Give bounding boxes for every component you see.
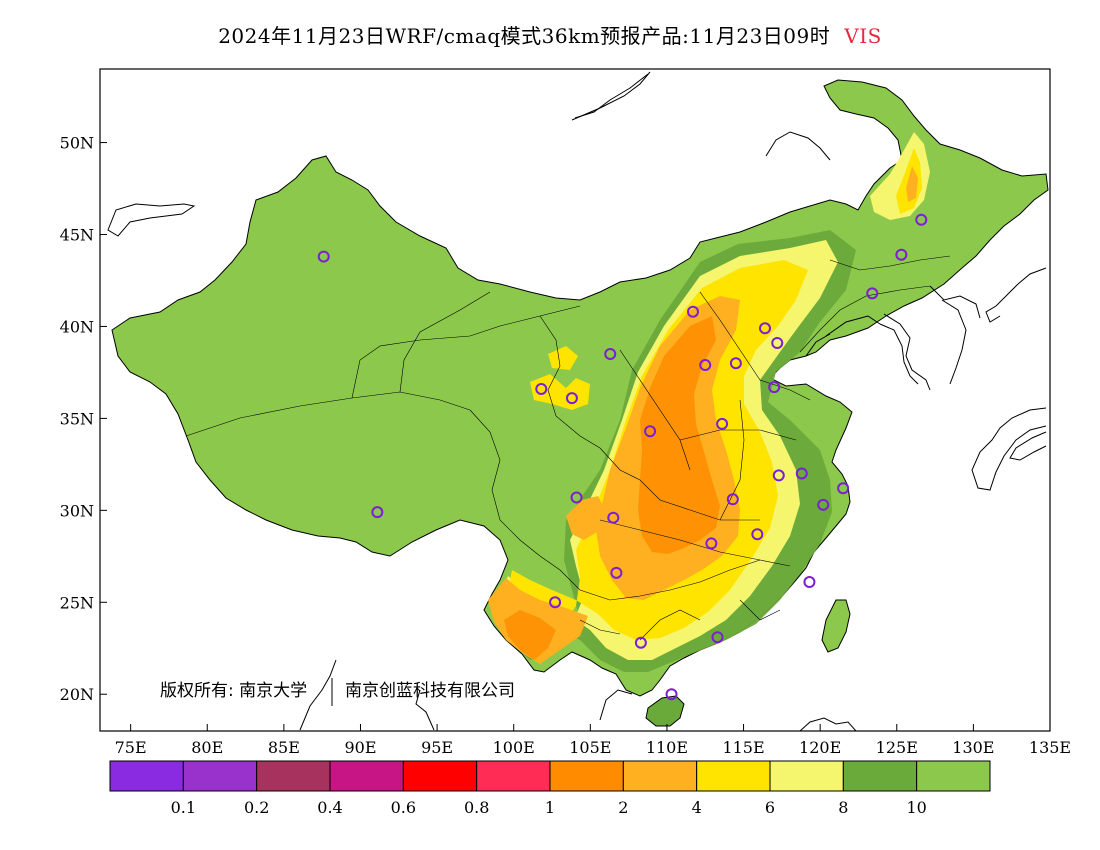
taiwan-island [821,599,851,653]
colorbar-label: 4 [692,798,702,817]
copyright-owner: 版权所有: 南京大学 [160,681,307,701]
station-marker [803,576,816,589]
colorbar-label: 6 [765,798,775,817]
province-boundaries [185,255,951,641]
colorbar-label: 0.1 [171,798,196,817]
colorbar-label: 2 [618,798,628,817]
band-2-to-4-sichuan [566,496,606,540]
lon-tick-label: 95E [421,738,453,757]
colorbar-swatch [256,760,331,792]
station-marker [817,498,830,511]
colorbar: 0.1 0.2 0.4 0.6 0.8 1 2 4 6 8 10 [109,760,991,817]
variable-label: VIS [844,24,882,48]
lon-tick-label: 110E [646,738,688,757]
band-4-to-6-ningxia [548,346,578,370]
copyright-partner: 南京创蓝科技有限公司 [345,681,515,701]
map-frame [99,68,1051,732]
station-marker [837,482,850,495]
station-marker [371,506,384,519]
station-marker [610,566,623,579]
lat-tick-label: 35N [60,409,94,428]
colorbar-swatch [622,760,698,792]
station-marker [795,467,808,480]
latitude-axis: 50N 45N 40N 35N 30N 25N 20N [60,134,107,704]
colorbar-swatch [549,760,624,792]
map-title: 2024年11月23日WRF/cmaq模式36km预报产品:11月23日09时 V… [0,20,1100,49]
lat-tick-label: 20N [60,685,94,704]
colorbar-swatch [916,760,991,792]
station-marker [768,381,781,394]
colorbar-swatch [182,760,258,792]
band-1-to-2 [638,316,720,554]
colorbar-swatch [696,760,771,792]
band-4-to-6-qinghai [530,374,590,410]
station-marker [699,359,712,372]
map-content [111,79,1049,727]
station-marker [604,348,617,361]
station-marker [607,511,620,524]
station-marker [570,491,583,504]
lon-tick-label: 115E [722,738,764,757]
colorbar-label: 0.4 [317,798,342,817]
station-marker [535,382,548,395]
lon-tick-label: 90E [344,738,376,757]
neighbour-coastlines [107,71,1047,731]
colorbar-label: 10 [906,798,926,817]
station-marker [729,357,742,370]
lat-tick-label: 50N [60,134,94,153]
colorbar-swatch [476,760,551,792]
colorbar-label: 8 [838,798,848,817]
colorbar-label: 0.2 [244,798,269,817]
colorbar-label: 1 [545,798,555,817]
colorbar-swatch [329,760,404,792]
station-marker [915,213,928,226]
lat-tick-label: 30N [60,501,94,520]
lat-tick-label: 40N [60,317,94,336]
lon-tick-label: 85E [268,738,300,757]
stations-layer [317,213,928,701]
station-marker [866,287,879,300]
colorbar-swatch [402,760,478,792]
lon-tick-label: 105E [569,738,611,757]
station-marker [565,392,578,405]
longitude-axis: 75E 80E 85E 90E 95E 100E 105E 110E 115E 120E 125E 1… [115,724,1071,757]
lon-tick-label: 135E [1029,738,1071,757]
lon-tick-label: 130E [952,738,994,757]
station-marker [549,596,562,609]
colorbar-label: 0.6 [391,798,416,817]
station-marker [726,493,739,506]
colorbar-swatch [769,760,844,792]
station-marker [771,336,784,349]
lat-tick-label: 45N [60,226,94,245]
station-marker [895,248,908,261]
lon-tick-label: 80E [191,738,223,757]
station-marker [644,425,657,438]
station-marker [634,636,647,649]
station-marker [686,305,699,318]
station-marker [716,417,729,430]
lon-tick-label: 75E [115,738,147,757]
colorbar-label: 0.8 [464,798,489,817]
band-2-to-4-northeast [906,166,918,202]
station-marker [317,250,330,263]
korea-outline [879,323,919,385]
station-marker [711,631,724,644]
station-marker [759,322,771,335]
band-1-to-2-yunnan [504,610,556,660]
station-marker [705,537,718,550]
lat-tick-label: 25N [60,593,94,612]
station-marker [751,528,764,541]
lon-tick-label: 120E [799,738,841,757]
lon-tick-label: 125E [876,738,918,757]
station-marker [665,688,678,701]
colorbar-swatch [109,760,184,792]
lon-tick-label: 100E [493,738,535,757]
title-text: 2024年11月23日WRF/cmaq模式36km预报产品:11月23日09时 [218,24,831,48]
colorbar-swatch [842,760,918,792]
station-marker [772,469,785,482]
